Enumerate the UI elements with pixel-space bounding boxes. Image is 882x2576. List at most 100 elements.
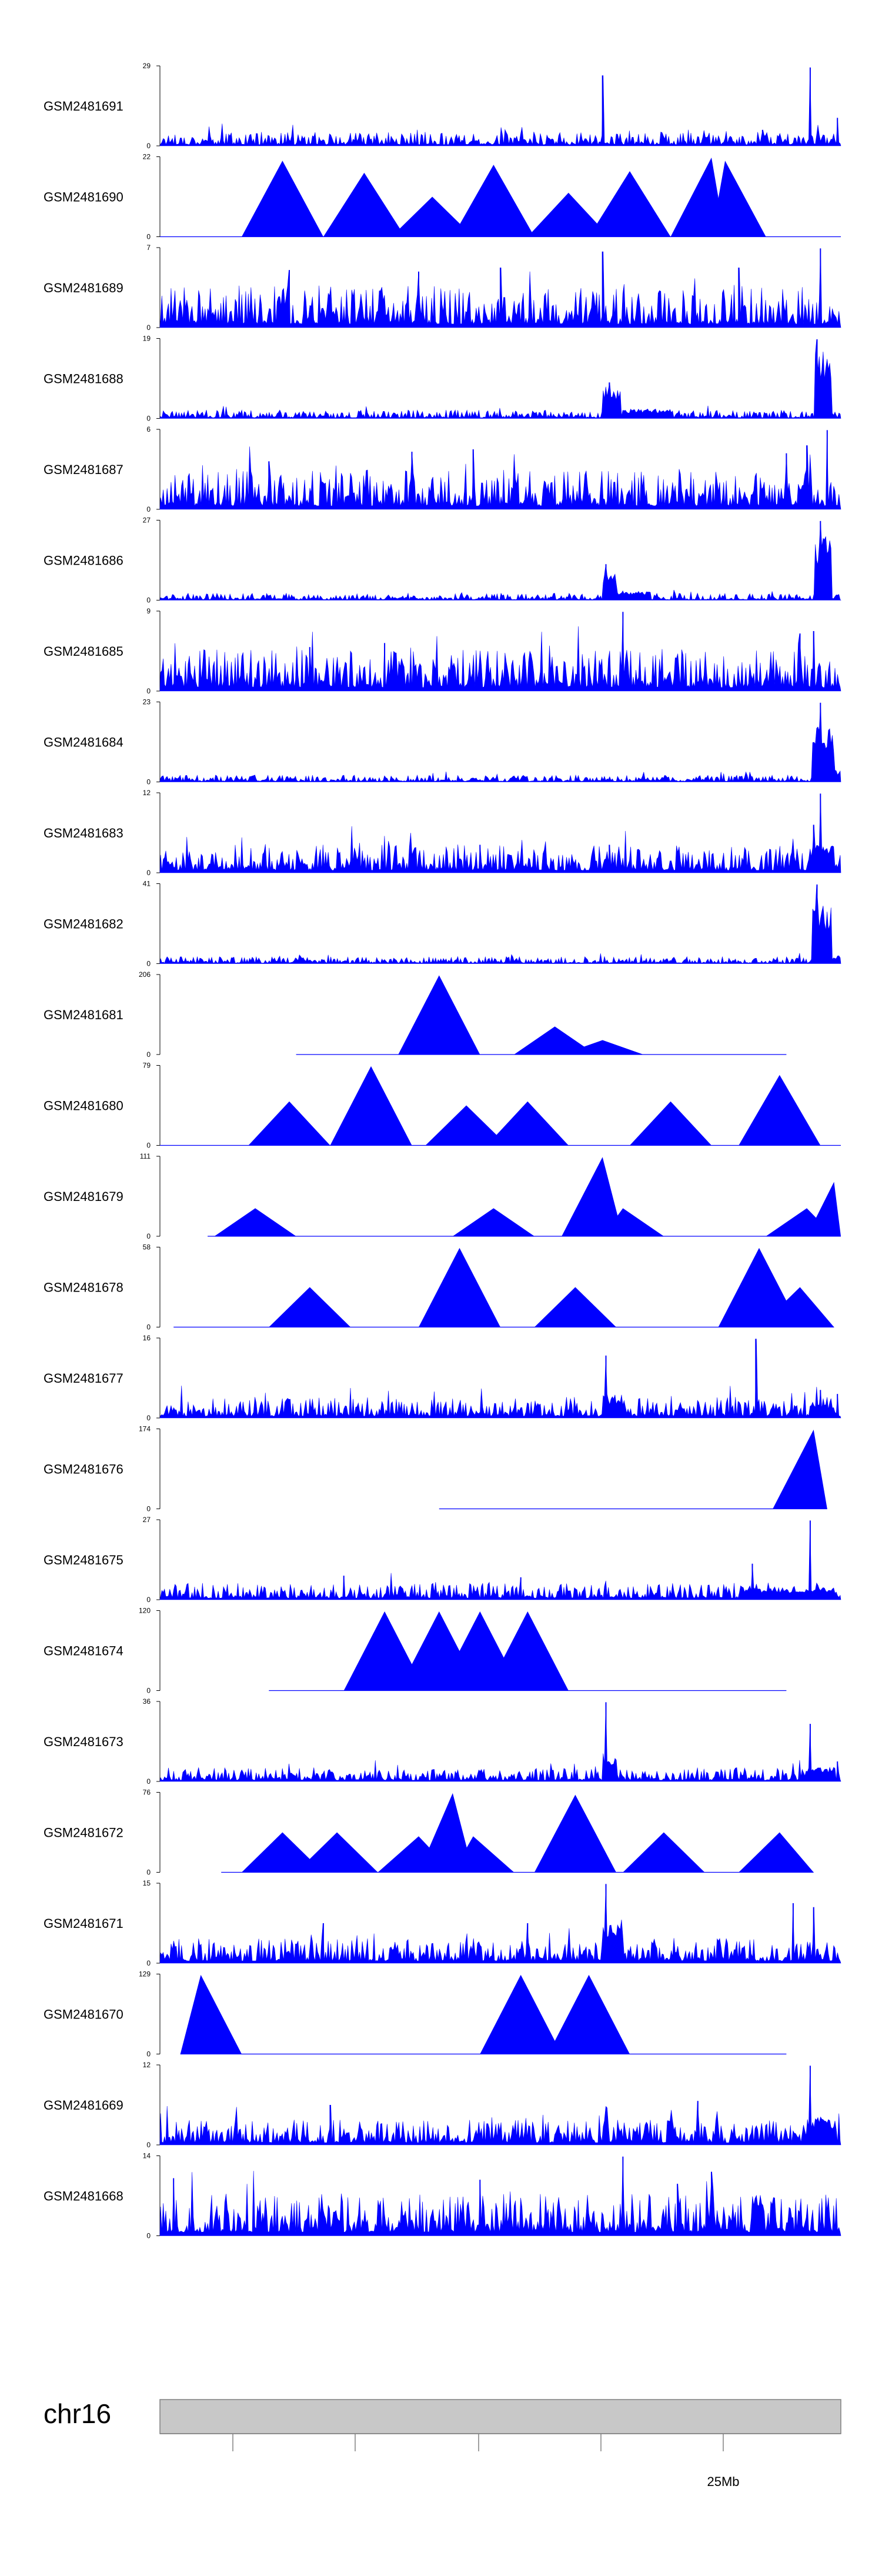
signal-peak (739, 1832, 814, 1873)
signal-peak (548, 1974, 630, 2054)
y-axis-max-label: 19 (143, 335, 151, 343)
genome-axis-ticks (232, 2434, 724, 2451)
signal-peak (807, 1182, 841, 1236)
y-axis-zero-label: 0 (146, 2050, 151, 2058)
track-GSM2481689: GSM2481689 7 0 (44, 243, 841, 332)
y-axis-max-label: 16 (143, 1334, 151, 1342)
signal-peak (514, 1026, 596, 1055)
track-GSM2481679: GSM2481679 111 0 (44, 1152, 841, 1240)
track-label: GSM2481683 (44, 826, 123, 840)
signal-peak (486, 1611, 569, 1691)
y-axis-zero-label: 0 (146, 2232, 151, 2240)
y-axis-zero-label: 0 (146, 1414, 151, 1422)
y-axis-zero-label: 0 (146, 2141, 151, 2149)
y-axis-zero-label: 0 (146, 323, 151, 332)
signal-peak (527, 192, 610, 237)
track-label: GSM2481688 (44, 372, 123, 386)
track-GSM2481683: GSM2481683 12 0 (44, 789, 841, 877)
y-axis-max-label: 22 (143, 153, 151, 161)
y-axis-max-label: 120 (139, 1607, 151, 1615)
y-axis-max-label: 27 (143, 516, 151, 525)
signal-area (159, 1339, 841, 1419)
signal-area (159, 793, 841, 873)
signal-area (159, 612, 841, 692)
signal-area (159, 339, 841, 419)
track-label: GSM2481689 (44, 281, 123, 295)
track-label: GSM2481675 (44, 1553, 123, 1567)
track-GSM2481677: GSM2481677 16 0 (44, 1334, 841, 1422)
y-axis-zero-label: 0 (146, 415, 151, 423)
signal-peak (452, 1208, 534, 1236)
signal-peak (242, 1832, 323, 1873)
y-axis-zero-label: 0 (146, 233, 151, 241)
track-label: GSM2481680 (44, 1099, 123, 1113)
track-label: GSM2481670 (44, 2007, 123, 2022)
y-axis-zero-label: 0 (146, 1323, 151, 1332)
signal-area (159, 430, 841, 510)
track-GSM2481680: GSM2481680 79 0 (44, 1062, 841, 1150)
y-axis-zero-label: 0 (146, 142, 151, 150)
signal-peak (296, 1832, 378, 1873)
track-label: GSM2481682 (44, 917, 123, 932)
signal-peak (248, 1101, 330, 1146)
y-axis-zero-label: 0 (146, 1596, 151, 1604)
signal-area (159, 884, 841, 964)
y-axis-max-label: 27 (143, 1516, 151, 1524)
signal-peak (759, 1287, 834, 1327)
chromosome-band (159, 2399, 841, 2434)
y-axis-zero-label: 0 (146, 1777, 151, 1786)
signal-area (159, 520, 841, 600)
signal-peak (623, 1832, 705, 1873)
signal-peak (711, 161, 766, 237)
signal-peak (269, 1287, 351, 1327)
track-GSM2481690: GSM2481690 22 0 (44, 153, 841, 241)
y-axis-zero-label: 0 (146, 960, 151, 968)
signal-peak (419, 1793, 473, 1873)
track-GSM2481668: GSM2481668 14 0 (44, 2152, 841, 2240)
signal-tracks: GSM2481691290GSM2481690220GSM248168970GS… (44, 62, 841, 2240)
track-GSM2481685: GSM2481685 9 0 (44, 607, 841, 695)
y-axis-max-label: 6 (146, 425, 151, 433)
signal-area (159, 1884, 841, 1964)
y-axis-max-label: 129 (139, 1970, 151, 1978)
y-axis-zero-label: 0 (146, 1505, 151, 1513)
y-axis-zero-label: 0 (146, 1142, 151, 1150)
signal-peak (180, 1974, 242, 2054)
y-axis-max-label: 79 (143, 1062, 151, 1070)
signal-peak (562, 1040, 644, 1055)
track-GSM2481674: GSM2481674 120 0 (44, 1607, 787, 1695)
signal-peak (486, 1101, 569, 1146)
y-axis-max-label: 14 (143, 2152, 151, 2160)
y-axis-max-label: 111 (140, 1152, 151, 1160)
track-GSM2481681: GSM2481681 206 0 (44, 970, 787, 1059)
track-label: GSM2481681 (44, 1007, 123, 1022)
track-GSM2481682: GSM2481682 41 0 (44, 880, 841, 968)
signal-peak (343, 1611, 426, 1691)
y-axis-zero-label: 0 (146, 778, 151, 786)
y-axis-zero-label: 0 (146, 1050, 151, 1059)
signal-peak (242, 161, 323, 237)
track-GSM2481671: GSM2481671 15 0 (44, 1879, 841, 1967)
track-label: GSM2481669 (44, 2098, 123, 2113)
signal-peak (773, 1429, 827, 1509)
y-axis-zero-label: 0 (146, 1232, 151, 1240)
track-GSM2481686: GSM2481686 27 0 (44, 516, 841, 605)
signal-area (159, 2066, 841, 2145)
y-axis-max-label: 12 (143, 789, 151, 797)
signal-area (159, 67, 841, 146)
track-label: GSM2481672 (44, 1826, 123, 1840)
y-axis-zero-label: 0 (146, 596, 151, 605)
y-axis-zero-label: 0 (146, 1959, 151, 1967)
signal-peak (534, 1287, 616, 1327)
track-GSM2481669: GSM2481669 12 0 (44, 2061, 841, 2149)
track-GSM2481688: GSM2481688 19 0 (44, 335, 841, 423)
track-label: GSM2481674 (44, 1644, 123, 1659)
track-label: GSM2481685 (44, 644, 123, 659)
y-axis-max-label: 15 (143, 1879, 151, 1887)
track-GSM2481678: GSM2481678 58 0 (44, 1243, 834, 1332)
y-axis-zero-label: 0 (146, 869, 151, 877)
track-label: GSM2481691 (44, 99, 123, 114)
signal-peak (562, 1157, 623, 1236)
track-GSM2481670: GSM2481670 129 0 (44, 1970, 787, 2058)
